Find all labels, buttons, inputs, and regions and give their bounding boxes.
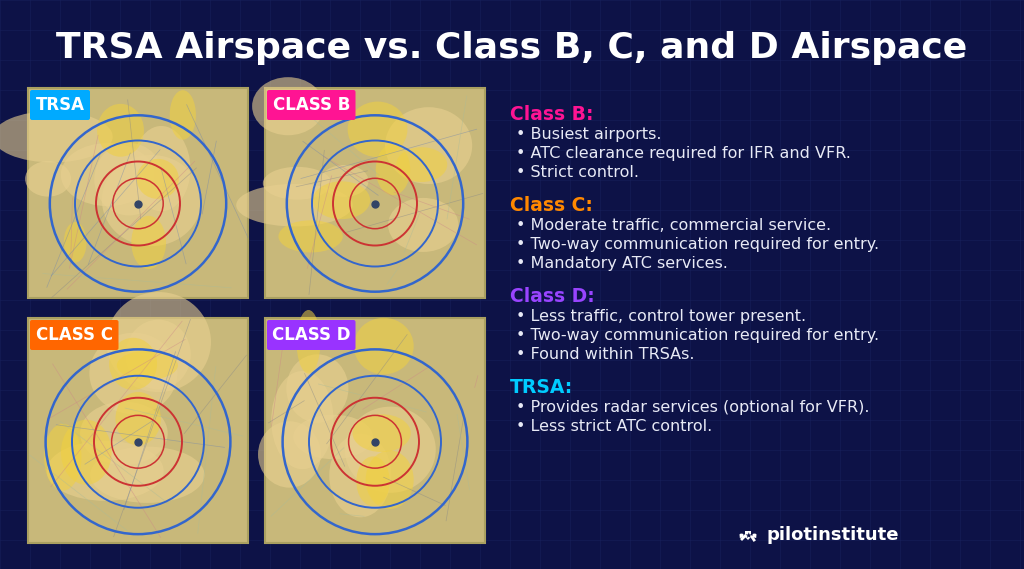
Ellipse shape bbox=[117, 351, 178, 380]
Ellipse shape bbox=[376, 144, 411, 195]
Ellipse shape bbox=[345, 407, 436, 493]
Ellipse shape bbox=[388, 198, 459, 252]
FancyBboxPatch shape bbox=[30, 90, 90, 120]
FancyBboxPatch shape bbox=[28, 318, 248, 543]
Ellipse shape bbox=[279, 220, 343, 253]
Text: • ATC clearance required for IFR and VFR.: • ATC clearance required for IFR and VFR… bbox=[516, 146, 851, 161]
Text: • Found within TRSAs.: • Found within TRSAs. bbox=[516, 347, 694, 362]
Ellipse shape bbox=[330, 434, 391, 517]
Text: CLASS D: CLASS D bbox=[272, 326, 350, 344]
Text: ★: ★ bbox=[744, 530, 752, 539]
FancyBboxPatch shape bbox=[30, 320, 119, 350]
Text: TRSA:: TRSA: bbox=[510, 378, 573, 397]
Ellipse shape bbox=[258, 421, 321, 488]
Ellipse shape bbox=[61, 420, 112, 485]
Ellipse shape bbox=[126, 320, 190, 389]
Text: Class B:: Class B: bbox=[510, 105, 594, 124]
FancyBboxPatch shape bbox=[265, 318, 485, 543]
Text: • Two-way communication required for entry.: • Two-way communication required for ent… bbox=[516, 237, 880, 252]
Ellipse shape bbox=[321, 165, 369, 197]
Ellipse shape bbox=[356, 456, 390, 506]
Ellipse shape bbox=[252, 77, 324, 135]
Ellipse shape bbox=[353, 318, 414, 374]
Text: • Busiest airports.: • Busiest airports. bbox=[516, 127, 662, 142]
Ellipse shape bbox=[287, 354, 348, 423]
FancyBboxPatch shape bbox=[267, 90, 355, 120]
Ellipse shape bbox=[26, 161, 71, 197]
Text: CLASS B: CLASS B bbox=[272, 96, 350, 114]
Text: pilotinstitute: pilotinstitute bbox=[766, 526, 898, 544]
Text: • Moderate traffic, commercial service.: • Moderate traffic, commercial service. bbox=[516, 218, 831, 233]
Ellipse shape bbox=[90, 447, 205, 503]
Ellipse shape bbox=[106, 292, 211, 392]
Text: TRSA: TRSA bbox=[36, 96, 85, 114]
Text: TRSA Airspace vs. Class B, C, and D Airspace: TRSA Airspace vs. Class B, C, and D Airs… bbox=[56, 31, 968, 65]
Text: • Two-way communication required for entry.: • Two-way communication required for ent… bbox=[516, 328, 880, 343]
Ellipse shape bbox=[102, 155, 202, 246]
Ellipse shape bbox=[352, 414, 411, 452]
Ellipse shape bbox=[366, 451, 414, 509]
Ellipse shape bbox=[89, 333, 177, 414]
Polygon shape bbox=[745, 531, 751, 540]
Ellipse shape bbox=[60, 143, 155, 206]
Ellipse shape bbox=[396, 147, 447, 182]
Ellipse shape bbox=[347, 102, 408, 157]
Ellipse shape bbox=[116, 392, 161, 446]
Ellipse shape bbox=[63, 222, 87, 262]
Text: Class D:: Class D: bbox=[510, 287, 595, 306]
Ellipse shape bbox=[136, 159, 179, 199]
Text: • Less traffic, control tower present.: • Less traffic, control tower present. bbox=[516, 309, 806, 324]
Text: • Strict control.: • Strict control. bbox=[516, 165, 639, 180]
Text: • Provides radar services (optional for VFR).: • Provides radar services (optional for … bbox=[516, 400, 869, 415]
Text: • Mandatory ATC services.: • Mandatory ATC services. bbox=[516, 256, 728, 271]
Ellipse shape bbox=[131, 216, 166, 269]
Ellipse shape bbox=[94, 143, 164, 216]
Ellipse shape bbox=[293, 415, 373, 459]
Ellipse shape bbox=[385, 107, 472, 184]
Ellipse shape bbox=[170, 90, 196, 140]
Ellipse shape bbox=[80, 402, 168, 465]
Ellipse shape bbox=[312, 182, 371, 219]
Text: • Less strict ATC control.: • Less strict ATC control. bbox=[516, 419, 713, 434]
Ellipse shape bbox=[132, 126, 190, 211]
Ellipse shape bbox=[0, 111, 113, 162]
Ellipse shape bbox=[263, 167, 332, 200]
Ellipse shape bbox=[97, 104, 144, 156]
Ellipse shape bbox=[297, 310, 321, 373]
Ellipse shape bbox=[237, 184, 352, 226]
Ellipse shape bbox=[47, 441, 164, 501]
Ellipse shape bbox=[271, 371, 334, 469]
Text: Class C:: Class C: bbox=[510, 196, 593, 215]
Text: CLASS C: CLASS C bbox=[36, 326, 113, 344]
Ellipse shape bbox=[44, 424, 82, 490]
FancyBboxPatch shape bbox=[267, 320, 355, 350]
Ellipse shape bbox=[110, 338, 157, 390]
FancyBboxPatch shape bbox=[28, 88, 248, 298]
FancyBboxPatch shape bbox=[265, 88, 485, 298]
